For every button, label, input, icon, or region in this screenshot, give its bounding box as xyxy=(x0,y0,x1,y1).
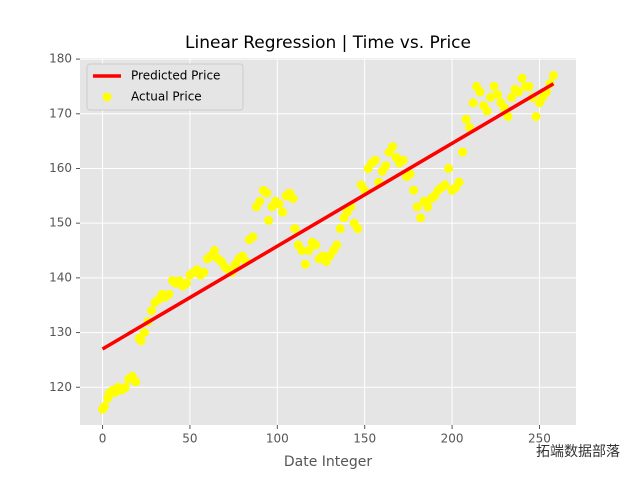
scatter-point xyxy=(517,73,527,83)
scatter-point xyxy=(468,98,478,108)
scatter-point xyxy=(290,224,300,234)
x-tick-label: 100 xyxy=(266,432,289,446)
scatter-point xyxy=(405,169,415,179)
scatter-point xyxy=(475,87,485,97)
y-tick-label: 170 xyxy=(49,106,72,120)
scatter-point xyxy=(524,81,534,91)
scatter-point xyxy=(262,188,272,198)
legend-box xyxy=(86,63,244,111)
scatter-point xyxy=(311,240,321,250)
scatter-point xyxy=(209,246,219,256)
scatter-point xyxy=(335,224,345,234)
scatter-point xyxy=(548,71,558,81)
watermark: 拓端数据部落 xyxy=(536,444,620,460)
scatter-point xyxy=(412,202,422,212)
y-tick-label: 120 xyxy=(49,380,72,394)
scatter-point xyxy=(398,155,408,165)
regression-line xyxy=(101,82,555,351)
scatter-point xyxy=(255,196,265,206)
scatter-point xyxy=(458,147,468,157)
scatter-point xyxy=(388,142,398,152)
y-tick-label: 140 xyxy=(49,270,72,284)
x-tick-label: 200 xyxy=(441,432,464,446)
grid: 0 50 100 150 200 250 120 130 140 150 160 170 180 xyxy=(49,52,576,446)
scatter-point xyxy=(416,213,426,223)
y-tick-label: 160 xyxy=(49,161,72,175)
scatter-point xyxy=(181,278,191,288)
scatter-point xyxy=(444,163,454,173)
marks xyxy=(98,71,558,414)
y-tick-label: 130 xyxy=(49,325,72,339)
scatter-point xyxy=(514,87,524,97)
legend: Predicted Price Actual Price xyxy=(86,63,244,111)
scatter-point xyxy=(164,289,174,299)
legend-swatch xyxy=(102,92,112,102)
scatter-point xyxy=(440,180,450,190)
scatter-point xyxy=(99,401,109,411)
scatter-point xyxy=(381,161,391,171)
x-tick-label: 0 xyxy=(99,432,107,446)
legend-label: Predicted Price xyxy=(131,69,220,83)
scatter-point xyxy=(264,215,274,225)
scatter-point xyxy=(423,202,433,212)
x-tick-label: 50 xyxy=(182,432,197,446)
scatter-point xyxy=(531,112,541,122)
scatter-point xyxy=(278,207,288,217)
scatter-point xyxy=(353,224,363,234)
scatter-point xyxy=(300,259,310,269)
scatter-point xyxy=(493,90,503,100)
y-tick-label: 180 xyxy=(49,52,72,66)
x-tick-label: 150 xyxy=(353,432,376,446)
scatter-point xyxy=(503,112,513,122)
chart-title: Linear Regression | Time vs. Price xyxy=(185,33,471,53)
scatter-point xyxy=(131,377,141,387)
scatter-point xyxy=(274,199,284,209)
scatter-point xyxy=(139,328,149,338)
scatter-point xyxy=(288,194,298,204)
legend-label: Actual Price xyxy=(131,90,202,104)
scatter-point xyxy=(489,81,499,91)
scatter-point xyxy=(486,92,496,102)
scatter-point xyxy=(146,306,156,316)
scatter-point xyxy=(332,240,342,250)
x-tick-label: 250 xyxy=(528,432,551,446)
scatter-point xyxy=(482,106,492,116)
scatter-point xyxy=(370,155,380,165)
scatter-point xyxy=(199,267,209,277)
scatter-point xyxy=(136,336,146,346)
scatter-point xyxy=(454,177,464,187)
scatter-point xyxy=(461,114,471,124)
y-tick-label: 150 xyxy=(49,216,72,230)
x-axis-label: Date Integer xyxy=(284,454,373,470)
scatter-point xyxy=(297,246,307,256)
scatter-point xyxy=(304,246,314,256)
scatter-point xyxy=(409,185,419,195)
scatter-point xyxy=(507,92,517,102)
scatter-point xyxy=(248,232,258,242)
scatter-point xyxy=(120,382,130,392)
